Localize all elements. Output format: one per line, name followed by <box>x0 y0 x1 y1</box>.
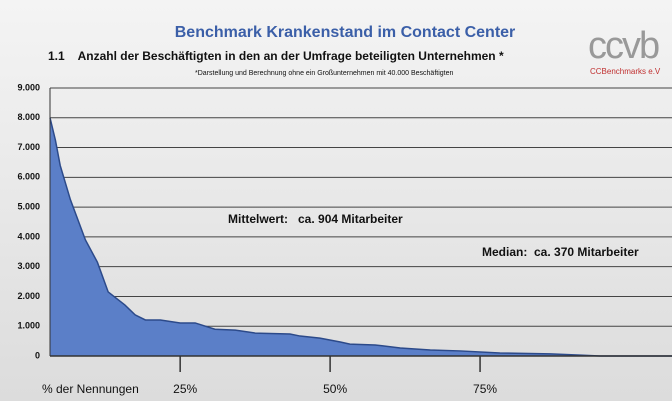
x-axis-label: % der Nennungen <box>42 382 139 396</box>
area <box>50 117 672 357</box>
annotation: Median: ca. 370 Mitarbeiter <box>482 245 639 259</box>
subtitle: 1.1 Anzahl der Beschäftigten in den an d… <box>48 49 504 63</box>
y-tick-label: 8.000 <box>17 112 40 122</box>
logo-caption: CCBenchmarks e.V <box>590 67 661 76</box>
y-tick-label: 0 <box>35 350 40 360</box>
y-tick-label: 3.000 <box>17 261 40 271</box>
annotation: Mittelwert: ca. 904 Mitarbeiter <box>228 212 403 226</box>
x-tick-label: 75% <box>473 382 497 396</box>
x-tick-label: 50% <box>323 382 347 396</box>
y-tick-label: 9.000 <box>17 82 40 92</box>
y-tick-label: 7.000 <box>17 142 40 152</box>
y-tick-label: 6.000 <box>17 172 40 182</box>
y-tick-label: 2.000 <box>17 291 40 301</box>
logo: ccvb <box>588 25 659 67</box>
area-line <box>49 117 672 357</box>
note: *Darstellung und Berechnung ohne ein Gro… <box>195 70 453 77</box>
chart-title: Benchmark Krankenstand im Contact Center <box>175 24 516 41</box>
y-tick-label: 5.000 <box>17 201 40 211</box>
y-tick-label: 1.000 <box>17 321 40 331</box>
x-tick-label: 25% <box>173 382 197 396</box>
y-tick-label: 4.000 <box>17 231 40 241</box>
